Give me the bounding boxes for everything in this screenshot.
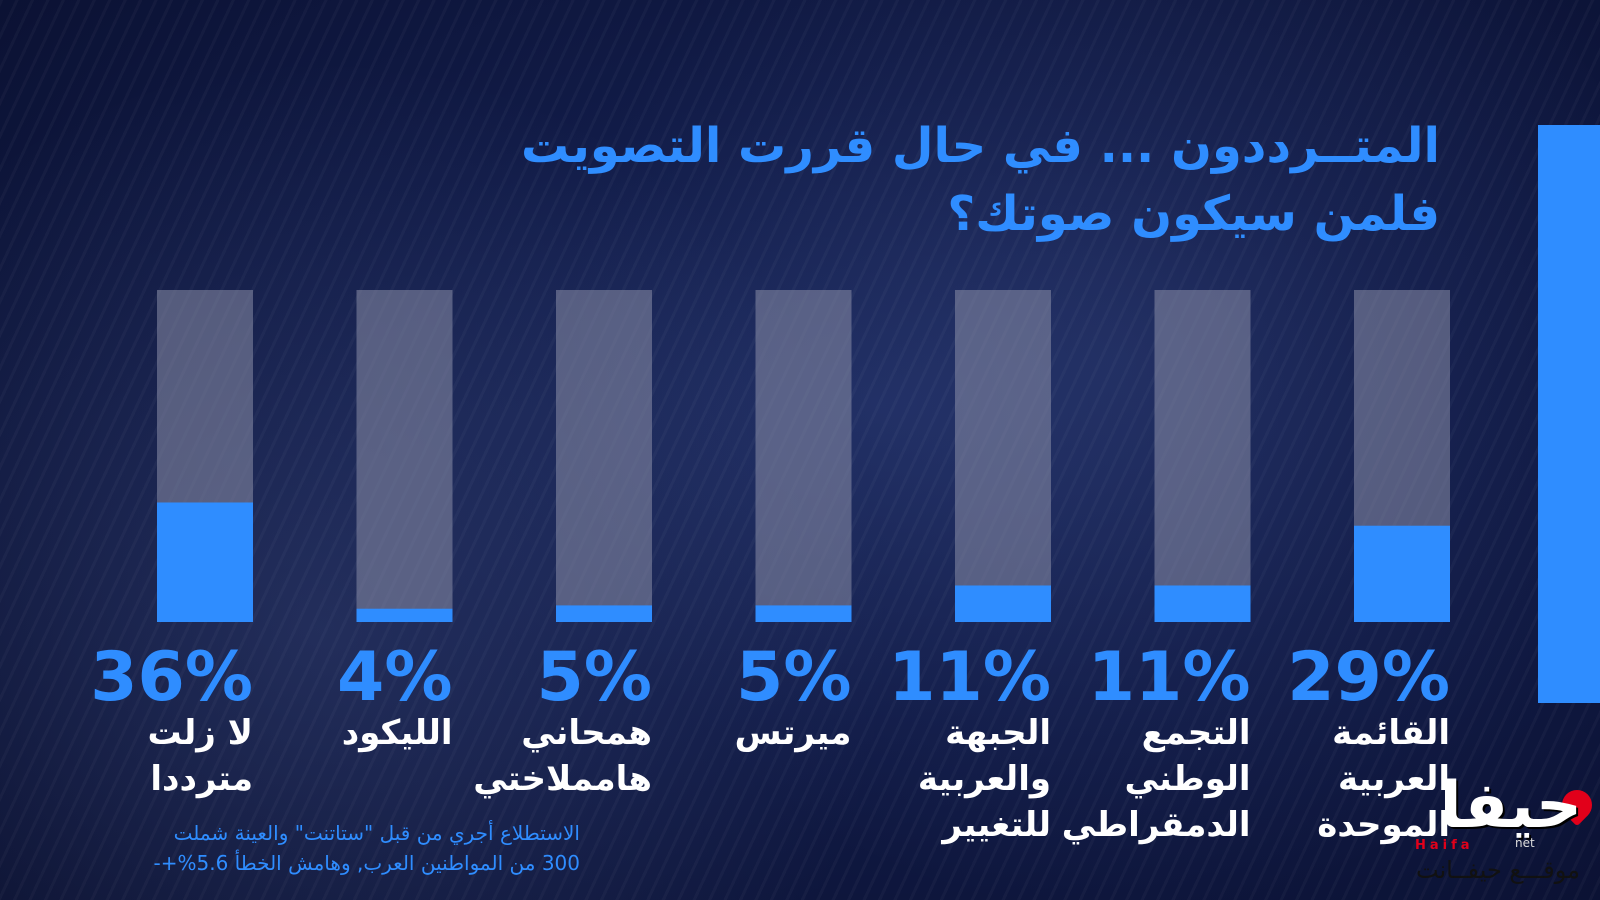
- value-label: 5%: [537, 638, 652, 717]
- bar: [157, 502, 253, 622]
- category-label: والعربية: [918, 759, 1051, 799]
- category-label: العربية: [1338, 759, 1450, 799]
- value-label: 4%: [337, 638, 452, 717]
- category-label: القائمة: [1332, 713, 1450, 753]
- category-label: الموحدة: [1317, 805, 1450, 845]
- logo-latin-text: Haifa: [1415, 838, 1474, 853]
- bar: [755, 605, 852, 622]
- category-label: التجمع: [1142, 713, 1251, 753]
- bar: [1354, 525, 1450, 622]
- logo-net-text: net: [1515, 836, 1535, 850]
- footnote-line-2: 300 من المواطنين العرب, وهامش الخطأ 5.6%…: [153, 851, 580, 875]
- bar: [356, 608, 453, 622]
- bar: [955, 585, 1051, 622]
- value-label: 29%: [1287, 638, 1450, 717]
- footnote-line-1: الاستطلاع أجري من قبل "ستاتنت" والعينة ش…: [173, 821, 580, 845]
- haifa-net-logo: حيفا Haifa net موقـــع حيفــانت: [1405, 768, 1600, 900]
- category-label: ميرتس: [735, 713, 852, 753]
- survey-footnote: الاستطلاع أجري من قبل "ستاتنت" والعينة ش…: [70, 818, 580, 878]
- category-label: الجبهة: [945, 713, 1051, 753]
- category-label: مترددا: [150, 759, 253, 799]
- category-label: للتغيير: [940, 805, 1051, 845]
- value-label: 11%: [1088, 638, 1251, 717]
- category-label: الوطني: [1124, 759, 1250, 799]
- chart-title: المتــرددون ... في حال قررت التصويت فلمن…: [521, 112, 1440, 248]
- accent-bar: [1538, 125, 1600, 703]
- bar-track: [356, 290, 453, 622]
- bar-track: [955, 290, 1051, 622]
- category-label: هامملاختي: [473, 759, 652, 799]
- category-label: الدمقراطي: [1062, 805, 1251, 845]
- bar-track: [755, 290, 852, 622]
- category-label: همحاني: [521, 713, 652, 753]
- title-line-2: فلمن سيكون صوتك؟: [947, 186, 1440, 242]
- logo-subtitle: موقـــع حيفــانت: [1415, 856, 1580, 884]
- value-label: 5%: [736, 638, 851, 717]
- bar-track: [1154, 290, 1251, 622]
- category-label: الليكود: [342, 713, 453, 753]
- category-label: لا زلت: [148, 713, 254, 753]
- value-label: 36%: [90, 638, 253, 717]
- value-label: 11%: [888, 638, 1051, 717]
- bar: [1154, 585, 1251, 622]
- bar-track: [556, 290, 652, 622]
- bar: [556, 605, 652, 622]
- logo-main-text: حيفا: [1439, 769, 1582, 843]
- title-line-1: المتــرددون ... في حال قررت التصويت: [521, 118, 1440, 174]
